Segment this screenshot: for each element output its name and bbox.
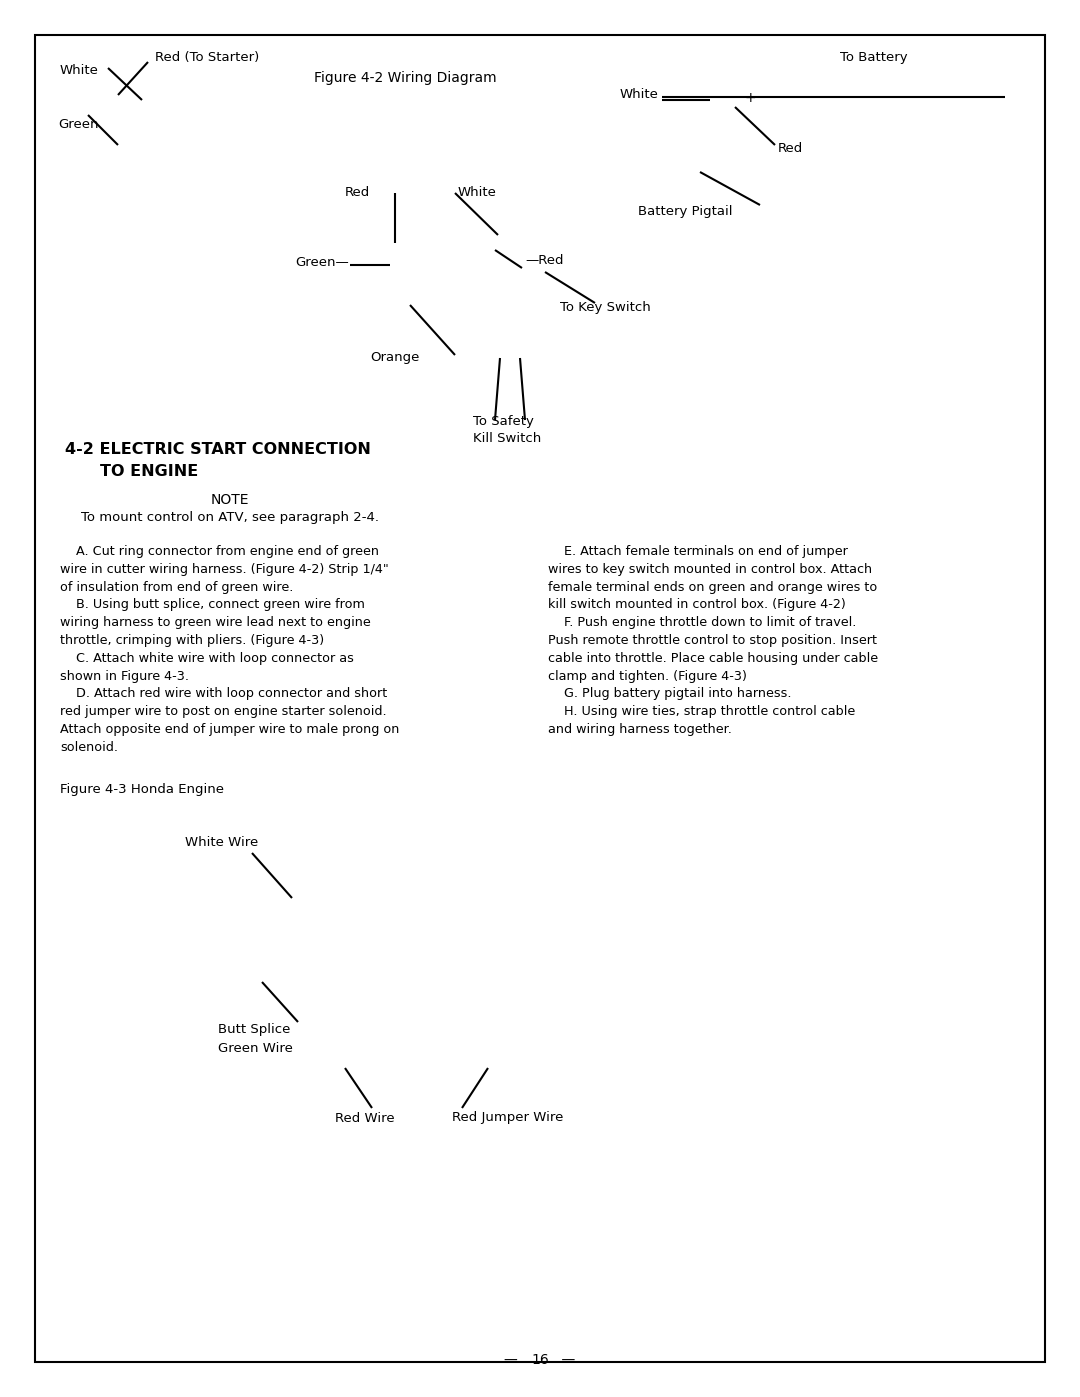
Text: 4-2 ELECTRIC START CONNECTION: 4-2 ELECTRIC START CONNECTION: [65, 443, 370, 457]
Text: Red: Red: [345, 187, 370, 200]
Text: A. Cut ring connector from engine end of green
wire in cutter wiring harness. (F: A. Cut ring connector from engine end of…: [60, 545, 400, 754]
Text: TO ENGINE: TO ENGINE: [100, 464, 199, 479]
Text: Green Wire: Green Wire: [218, 1042, 293, 1055]
Text: White: White: [458, 187, 497, 200]
Text: To Key Switch: To Key Switch: [561, 300, 651, 313]
Text: To mount control on ATV, see paragraph 2-4.: To mount control on ATV, see paragraph 2…: [81, 510, 379, 524]
Text: Red: Red: [778, 141, 804, 155]
Text: To Battery: To Battery: [840, 50, 907, 63]
Text: To Safety: To Safety: [473, 415, 534, 429]
Text: Red Jumper Wire: Red Jumper Wire: [453, 1112, 564, 1125]
Text: Red Wire: Red Wire: [335, 1112, 394, 1125]
Text: Green: Green: [58, 119, 98, 131]
Text: White Wire: White Wire: [185, 837, 258, 849]
Text: E. Attach female terminals on end of jumper
wires to key switch mounted in contr: E. Attach female terminals on end of jum…: [548, 545, 878, 736]
Text: Figure 4-2 Wiring Diagram: Figure 4-2 Wiring Diagram: [313, 70, 497, 85]
Text: Red (To Starter): Red (To Starter): [156, 50, 259, 63]
Text: White: White: [60, 63, 99, 77]
Text: Battery Pigtail: Battery Pigtail: [638, 205, 732, 218]
Text: White: White: [620, 88, 659, 102]
Text: —          —: — —: [504, 1354, 576, 1368]
Text: Green—: Green—: [295, 257, 349, 270]
Text: —Red: —Red: [525, 253, 564, 267]
Text: 16: 16: [531, 1354, 549, 1368]
Text: Figure 4-3 Honda Engine: Figure 4-3 Honda Engine: [60, 784, 224, 796]
Text: NOTE: NOTE: [211, 493, 249, 507]
Text: +: +: [745, 91, 757, 105]
Text: Kill Switch: Kill Switch: [473, 432, 541, 444]
Text: -: -: [718, 91, 723, 105]
Text: Orange: Orange: [370, 352, 419, 365]
Text: Butt Splice: Butt Splice: [218, 1024, 291, 1037]
